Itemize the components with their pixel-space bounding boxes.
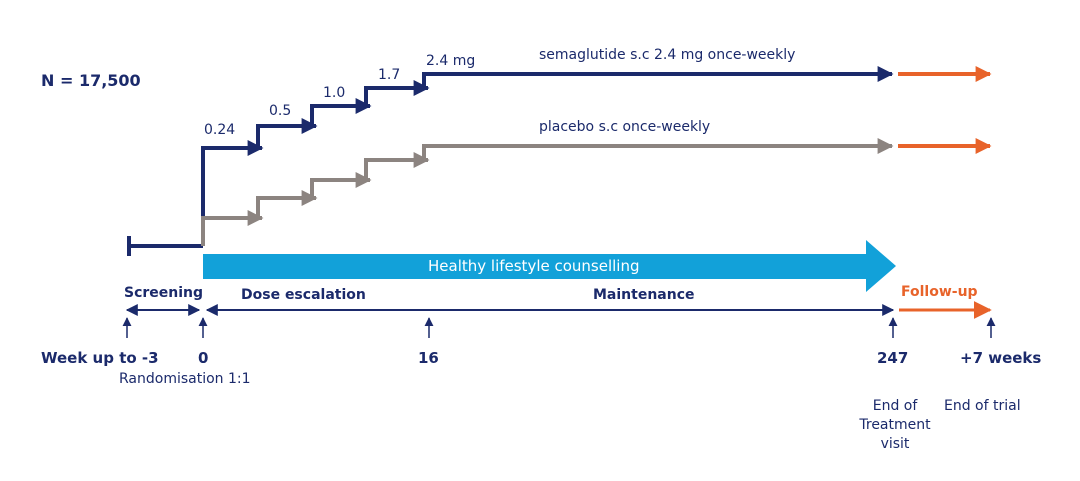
end-of-treatment-line3: visit [880,436,910,452]
end-of-treatment-line2: Treatment [859,417,931,433]
dose-label-3: 1.0 [323,85,346,101]
timepoint-screening-start: Week up to -3 [41,349,159,367]
semaglutide-arm-label: semaglutide s.c 2.4 mg once-weekly [539,47,796,63]
timepoint-followup-end: +7 weeks [960,349,1042,367]
dose-label-4: 1.7 [378,67,401,83]
screening-baseline [127,236,203,256]
lifestyle-counselling-arrow [203,240,896,292]
dose-label-2: 0.5 [269,103,292,119]
phase-screening: Screening [124,285,204,301]
lifestyle-counselling-label: Healthy lifestyle counselling [428,257,640,275]
placebo-staircase [201,138,894,246]
phase-follow-up: Follow-up [901,284,978,300]
phase-maintenance: Maintenance [593,287,695,303]
placebo-arm-label: placebo s.c once-weekly [539,119,711,135]
timepoint-week-16: 16 [418,349,439,367]
end-of-trial-label: End of trial [944,398,1021,414]
population-label: N = 17,500 [41,71,141,90]
dose-label-5: 2.4 mg [426,53,476,69]
timeline [122,301,996,338]
dose-label-1: 0.24 [204,122,236,138]
semaglutide-dose-staircase [201,66,894,246]
timepoint-week-247: 247 [877,349,909,367]
phase-dose-escalation: Dose escalation [241,287,366,303]
randomisation-label: Randomisation 1:1 [119,371,251,387]
end-of-treatment-line1: End of [872,398,918,414]
timepoint-week-0: 0 [198,349,209,367]
